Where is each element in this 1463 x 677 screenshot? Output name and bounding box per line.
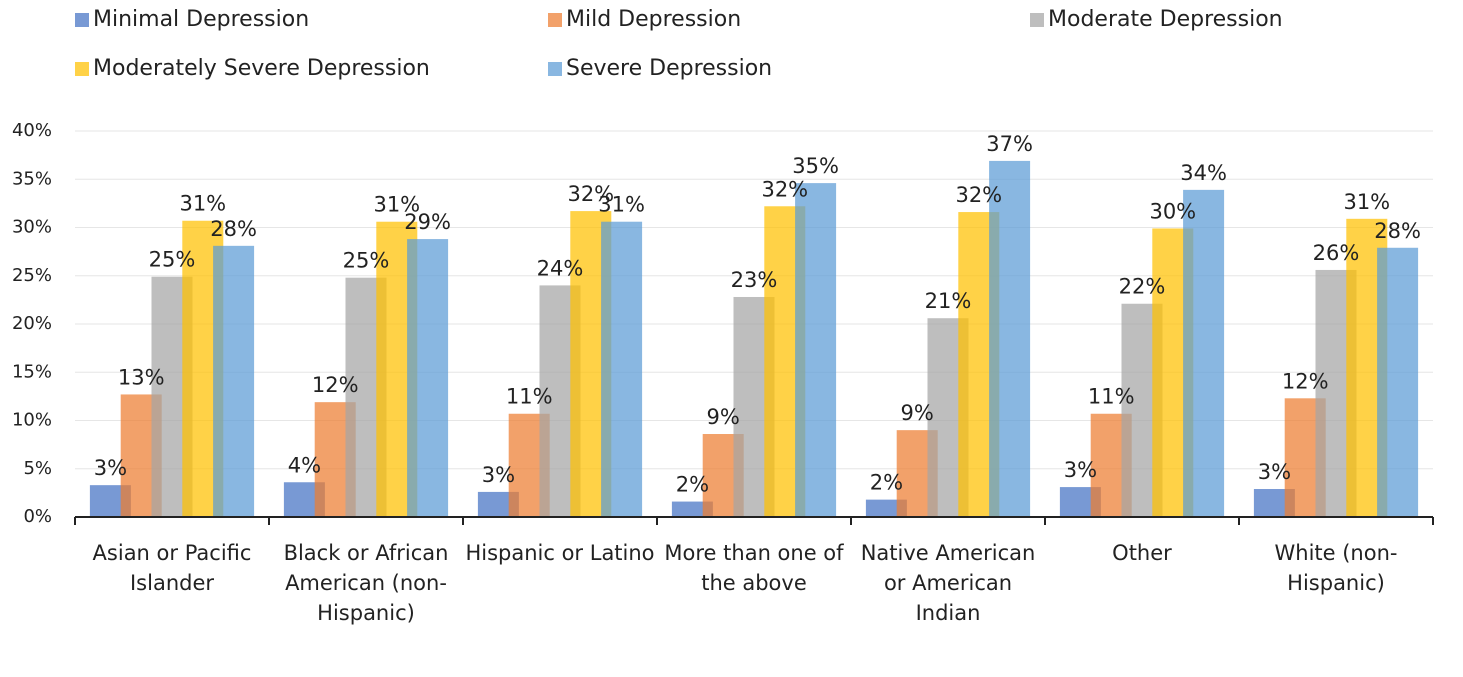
- y-tick-label: 5%: [23, 458, 52, 479]
- data-label: 24%: [537, 256, 584, 280]
- data-label: 37%: [986, 132, 1033, 156]
- data-label: 9%: [707, 405, 740, 429]
- data-label: 2%: [676, 473, 709, 497]
- data-label: 3%: [94, 456, 127, 480]
- y-tick-label: 40%: [12, 120, 52, 141]
- data-label: 28%: [1374, 219, 1421, 243]
- data-label: 12%: [1282, 369, 1329, 393]
- data-label: 35%: [792, 154, 839, 178]
- legend-label: Moderately Severe Depression: [93, 56, 430, 81]
- legend-label: Minimal Depression: [93, 7, 309, 32]
- data-label: 31%: [373, 193, 420, 217]
- bar: [989, 160, 1031, 518]
- y-tick-label: 35%: [12, 168, 52, 189]
- x-tick-label: White (non-Hispanic): [1274, 541, 1398, 595]
- y-tick-label: 15%: [12, 361, 52, 382]
- legend-swatch: [75, 62, 89, 76]
- legend-swatch: [548, 13, 562, 27]
- data-label: 29%: [404, 210, 451, 234]
- data-label: 11%: [506, 385, 553, 409]
- legend-swatch: [75, 13, 89, 27]
- bar: [795, 183, 837, 518]
- y-tick-label: 20%: [12, 313, 52, 334]
- legend-label: Severe Depression: [566, 56, 772, 81]
- data-label: 2%: [870, 471, 903, 495]
- x-tick-label: Native American or American Indian: [860, 541, 1036, 625]
- data-label: 28%: [210, 217, 257, 241]
- bar: [1183, 189, 1225, 518]
- legend-swatch: [548, 62, 562, 76]
- y-tick-label: 25%: [12, 265, 52, 286]
- y-tick-label: 10%: [12, 410, 52, 431]
- data-label: 32%: [567, 182, 614, 206]
- bar: [601, 221, 643, 517]
- data-label: 30%: [1149, 199, 1196, 223]
- legend-label: Mild Depression: [566, 7, 741, 32]
- data-label: 12%: [312, 373, 359, 397]
- x-tick-label: Hispanic or Latino: [465, 541, 655, 565]
- x-tick-label: Black or African American (non-Hispanic): [283, 541, 449, 625]
- data-label: 31%: [179, 192, 226, 216]
- legend-swatch: [1030, 13, 1044, 27]
- data-label: 21%: [925, 289, 972, 313]
- data-label: 22%: [1119, 275, 1166, 299]
- data-label: 23%: [731, 268, 778, 292]
- data-label: 9%: [901, 401, 934, 425]
- bar: [407, 239, 449, 517]
- data-label: 34%: [1180, 161, 1227, 185]
- bar: [1377, 247, 1419, 517]
- data-label: 26%: [1313, 241, 1360, 265]
- data-label: 25%: [149, 248, 196, 272]
- data-label: 25%: [343, 249, 390, 273]
- y-tick-label: 30%: [12, 217, 52, 238]
- bar: [671, 501, 713, 517]
- legend-label: Moderate Depression: [1048, 7, 1283, 32]
- x-tick-label: Other: [1112, 541, 1172, 565]
- x-tick-label: Asian or Pacific Islander: [92, 541, 252, 595]
- bar: [865, 499, 907, 517]
- data-label: 31%: [598, 193, 645, 217]
- data-label: 32%: [955, 183, 1002, 207]
- data-label: 31%: [1343, 190, 1390, 214]
- data-label: 13%: [118, 365, 165, 389]
- data-label: 32%: [761, 177, 808, 201]
- data-label: 3%: [482, 463, 515, 487]
- bar: [213, 245, 255, 517]
- data-label: 11%: [1088, 385, 1135, 409]
- y-tick-label: 0%: [23, 506, 52, 527]
- x-tick-label: More than one of the above: [664, 541, 844, 595]
- data-label: 3%: [1064, 458, 1097, 482]
- data-label: 3%: [1258, 460, 1291, 484]
- data-label: 4%: [288, 453, 321, 477]
